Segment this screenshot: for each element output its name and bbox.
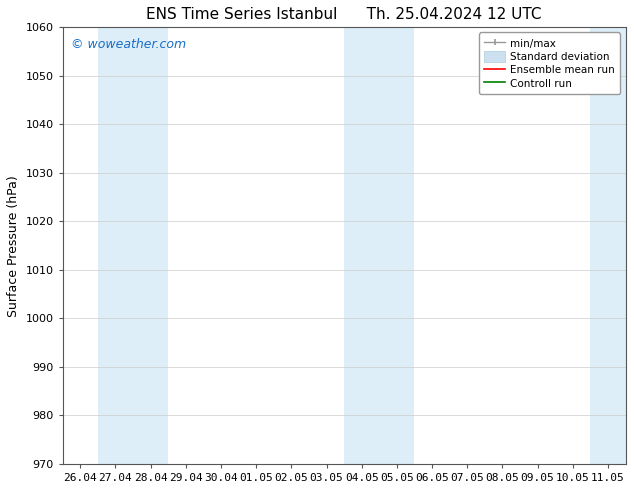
Y-axis label: Surface Pressure (hPa): Surface Pressure (hPa) (7, 175, 20, 317)
Text: © woweather.com: © woweather.com (71, 38, 186, 51)
Legend: min/max, Standard deviation, Ensemble mean run, Controll run: min/max, Standard deviation, Ensemble me… (479, 32, 620, 94)
Title: ENS Time Series Istanbul      Th. 25.04.2024 12 UTC: ENS Time Series Istanbul Th. 25.04.2024 … (146, 7, 542, 22)
Bar (98, 27, 168, 464)
Bar (344, 27, 415, 464)
Bar (590, 27, 626, 464)
